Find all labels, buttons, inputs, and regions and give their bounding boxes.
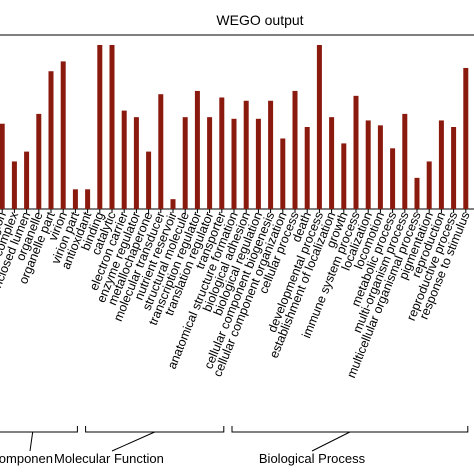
- bar: [207, 117, 213, 209]
- group-label: Molecular Function: [54, 451, 164, 466]
- bar: [390, 148, 396, 209]
- bar: [133, 117, 139, 209]
- group-connector: [29, 431, 34, 452]
- bar: [438, 120, 444, 209]
- ticks-layer: [1, 209, 467, 213]
- bar: [97, 45, 103, 209]
- bar: [402, 113, 408, 209]
- group-label: Cellular Componen: [0, 451, 53, 466]
- bar: [11, 161, 17, 209]
- bar: [60, 61, 66, 210]
- bar: [85, 189, 91, 209]
- bar: [292, 90, 298, 209]
- bar: [219, 97, 225, 209]
- bars-layer: [0, 45, 469, 210]
- bar: [365, 120, 371, 209]
- group-brackets-layer: Cellular ComponenMolecular Function Biolo…: [0, 426, 469, 466]
- bar: [194, 90, 200, 209]
- bar: [255, 118, 261, 209]
- bar: [426, 161, 432, 209]
- bar: [377, 125, 383, 209]
- bar: [451, 127, 457, 209]
- bar: [316, 45, 322, 209]
- bar: [231, 118, 237, 209]
- group-connector: [311, 431, 351, 452]
- bar: [341, 143, 347, 209]
- bar: [109, 45, 115, 209]
- bar: [24, 151, 30, 209]
- bar: [268, 100, 274, 209]
- bar: [463, 67, 469, 210]
- category-labels-layer: envelopeextracellular regionmacromolecul…: [0, 209, 473, 380]
- chart-title: WEGO output: [216, 12, 303, 28]
- bar: [48, 71, 54, 210]
- bar: [329, 117, 335, 209]
- bar: [146, 151, 152, 209]
- bar: [36, 113, 42, 209]
- group-connector: [111, 431, 155, 452]
- bar: [243, 100, 249, 209]
- bar: [158, 94, 164, 209]
- bar: [414, 177, 420, 209]
- bar: [121, 110, 127, 209]
- bar: [182, 117, 188, 209]
- group-label: Biological Process: [259, 451, 366, 466]
- bar: [0, 123, 5, 209]
- bar: [280, 138, 286, 209]
- bar: [72, 189, 78, 209]
- bar: [304, 127, 310, 209]
- bar: [353, 95, 359, 209]
- bar: [170, 199, 176, 209]
